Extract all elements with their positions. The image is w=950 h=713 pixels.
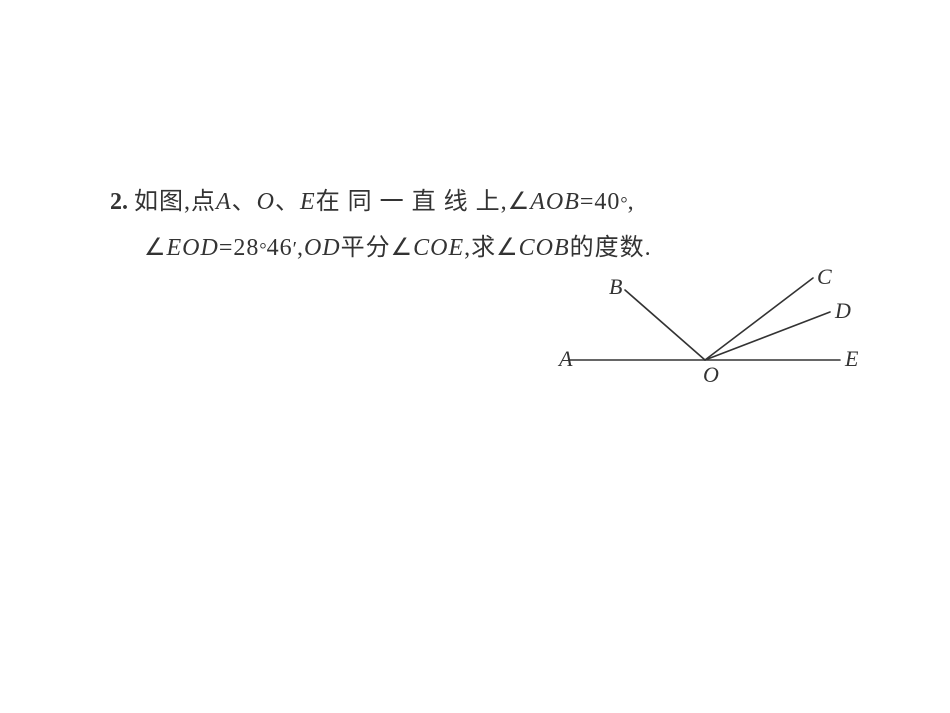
angle2-eq: = [219, 226, 234, 272]
bisector-text: 平分 [341, 226, 391, 272]
line1-prefix: 如图,点 [134, 180, 216, 226]
line1-mid: 在 同 一 直 线 上, [316, 180, 508, 226]
angle3-symbol: ∠ [391, 226, 414, 272]
question-text: ,求 [464, 226, 496, 272]
angle2-symbol: ∠ [144, 226, 167, 272]
problem-line-2: ∠ EOD = 28 ° 46 ′ , OD 平分 ∠ COE ,求 ∠ COB… [144, 226, 850, 272]
svg-text:A: A [557, 346, 573, 371]
svg-text:B: B [609, 274, 622, 299]
angle1-eq: = [580, 180, 595, 226]
point-A: A [216, 180, 232, 226]
question-end: 的度数. [570, 226, 652, 272]
angle3-name: COE [413, 226, 464, 272]
angle2-degree: ° [259, 232, 266, 266]
comma-2: , [297, 226, 304, 272]
comma-1: , [628, 180, 635, 226]
angle1-symbol: ∠ [508, 180, 531, 226]
point-E: E [300, 180, 316, 226]
svg-text:C: C [817, 264, 832, 289]
angle1-value: 40 [594, 180, 620, 226]
svg-text:E: E [844, 346, 859, 371]
angle1-degree: ° [620, 186, 627, 220]
svg-text:O: O [703, 362, 719, 387]
angle2-min: 46 [267, 226, 293, 272]
sep-1: 、 [232, 180, 257, 226]
problem-block: 2. 如图,点 A 、 O 、 E 在 同 一 直 线 上, ∠ AOB = 4… [110, 180, 850, 271]
problem-number: 2. [110, 180, 128, 226]
angle2-value: 28 [233, 226, 259, 272]
angle4-name: COB [519, 226, 570, 272]
geometry-svg: AEBCDO [555, 270, 855, 390]
angle4-symbol: ∠ [496, 226, 519, 272]
sep-2: 、 [275, 180, 300, 226]
angle2-name: EOD [167, 226, 219, 272]
angle1-name: AOB [530, 180, 580, 226]
page: 2. 如图,点 A 、 O 、 E 在 同 一 直 线 上, ∠ AOB = 4… [0, 0, 950, 713]
geometry-figure: AEBCDO [555, 270, 855, 390]
bisector-seg: OD [304, 226, 341, 272]
point-O: O [257, 180, 275, 226]
svg-text:D: D [834, 298, 851, 323]
problem-line-1: 2. 如图,点 A 、 O 、 E 在 同 一 直 线 上, ∠ AOB = 4… [110, 180, 850, 226]
